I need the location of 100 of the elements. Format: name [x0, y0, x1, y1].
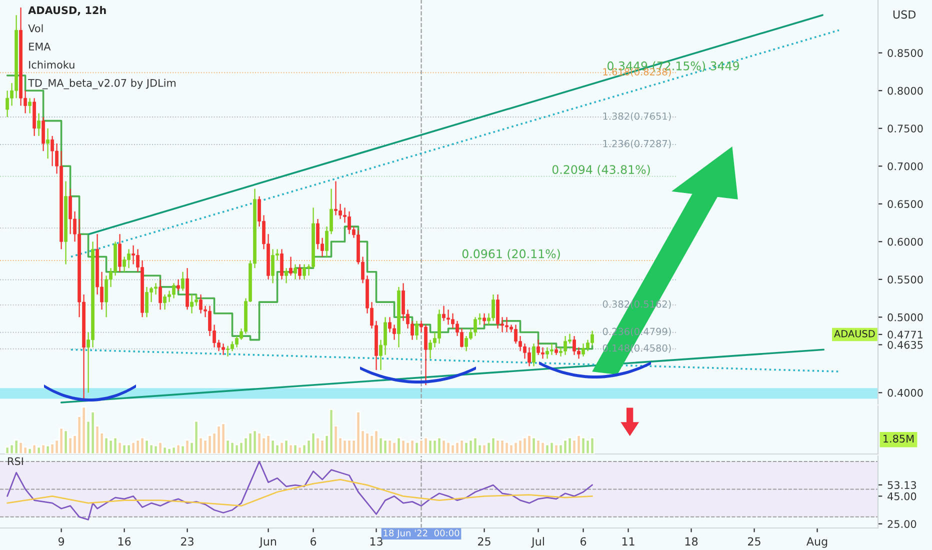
bar	[40, 444, 46, 454]
x-tick-label: 13	[370, 537, 382, 546]
bar	[256, 432, 262, 454]
y-tick-label: 0.8000	[888, 86, 923, 95]
candlestick	[280, 248, 284, 280]
x-tick-label: 23	[181, 537, 194, 546]
bar	[580, 436, 586, 454]
candlestick	[284, 268, 288, 284]
x-tick-label: 25	[478, 537, 490, 546]
candlestick	[37, 112, 41, 136]
y-tick-label: 0.4000	[888, 388, 923, 397]
text: 1.85M	[884, 434, 914, 443]
x-tick-label: 18	[685, 537, 698, 546]
bar	[32, 444, 37, 454]
annotation: RSI	[8, 457, 23, 466]
bar	[346, 439, 352, 454]
bar	[130, 442, 136, 454]
bar	[292, 444, 298, 454]
x-tick-label: 25	[748, 537, 760, 546]
bar	[459, 439, 464, 454]
bar	[81, 406, 86, 454]
bar	[364, 432, 370, 454]
bar	[508, 444, 514, 454]
bar	[414, 442, 420, 454]
y-tick-label: 45.00	[888, 492, 916, 500]
annotation: Vol	[28, 24, 43, 32]
bar	[540, 442, 546, 454]
bar	[400, 439, 406, 454]
candlestick	[181, 271, 184, 292]
candlestick	[415, 320, 418, 340]
candlestick	[6, 90, 10, 118]
bar	[122, 444, 127, 454]
y-tick-label: 0.4771	[888, 330, 923, 339]
bar	[176, 444, 181, 454]
candlestick	[532, 343, 536, 367]
bar	[284, 439, 289, 454]
candlestick	[289, 256, 292, 276]
x-tick-label: 6	[310, 537, 316, 546]
candlestick	[50, 135, 54, 167]
bar	[504, 442, 510, 454]
bar	[410, 439, 415, 454]
bar	[4, 446, 10, 454]
text: ADAUSD, 12h	[28, 6, 106, 16]
bar	[549, 442, 554, 454]
bar	[450, 444, 456, 454]
ref-line-label: 18 Jun '22 00:00	[384, 530, 460, 538]
bar	[490, 436, 496, 454]
y-tick-label: 0.4635	[888, 340, 923, 349]
bar	[554, 444, 559, 454]
candlestick	[42, 116, 46, 152]
bar	[464, 442, 469, 454]
x-tick-label: 6	[580, 537, 586, 546]
bar	[423, 436, 428, 454]
ref-line-label: 1.236(0.7287)	[603, 140, 671, 148]
bar	[342, 439, 348, 454]
bar	[50, 442, 55, 454]
bar	[567, 436, 572, 454]
bar	[590, 436, 595, 454]
y-tick-label: 0.7500	[888, 124, 923, 132]
y-tick-label: 0.7000	[888, 162, 923, 170]
y-tick-label: 0.5000	[888, 313, 923, 322]
x-tick-label: 11	[622, 537, 634, 546]
bar	[513, 442, 518, 454]
candlestick	[46, 128, 50, 160]
bar	[126, 444, 132, 454]
y-axis-title: USD	[893, 10, 916, 19]
bar	[234, 444, 240, 454]
candlestick	[176, 278, 180, 292]
bar	[166, 448, 172, 454]
x-tick-label: Aug	[806, 537, 828, 548]
annotation: 0.2094 (43.81%)	[552, 164, 650, 176]
annotation: ADAUSD	[834, 330, 875, 338]
y-tick-label: 0.6500	[888, 200, 923, 208]
x-tick-label: 16	[118, 537, 131, 546]
annotation: Ichimoku	[29, 60, 74, 69]
bar	[428, 439, 433, 454]
annotation: TD_MA_beta_v2.07 by JDLim	[28, 78, 176, 90]
bar	[446, 442, 451, 454]
candlestick	[294, 264, 297, 280]
bar	[45, 444, 50, 454]
candlestick	[158, 278, 162, 310]
candlestick	[298, 264, 302, 280]
y-tick-label: 53.13	[888, 481, 916, 490]
bar	[297, 446, 302, 454]
candlestick	[28, 98, 32, 114]
bar	[518, 439, 523, 454]
line-series	[6, 478, 593, 507]
y-tick-label: 0.8500	[888, 49, 923, 57]
bar	[230, 442, 235, 454]
x-tick-label: Jul	[530, 537, 544, 548]
annotation: 0.0961 (20.11%)	[462, 249, 560, 260]
x-tick-label: 9	[58, 537, 64, 546]
x-tick-label: Jun	[259, 537, 276, 548]
bar	[63, 430, 68, 454]
y-tick-label: 0.5500	[888, 276, 923, 284]
ref-line-label: 1.382(0.7651)	[603, 112, 671, 121]
y-tick-label: 25.00	[888, 520, 916, 528]
candlestick	[482, 312, 486, 326]
annotation: EMA	[29, 42, 51, 50]
bar	[472, 436, 478, 454]
